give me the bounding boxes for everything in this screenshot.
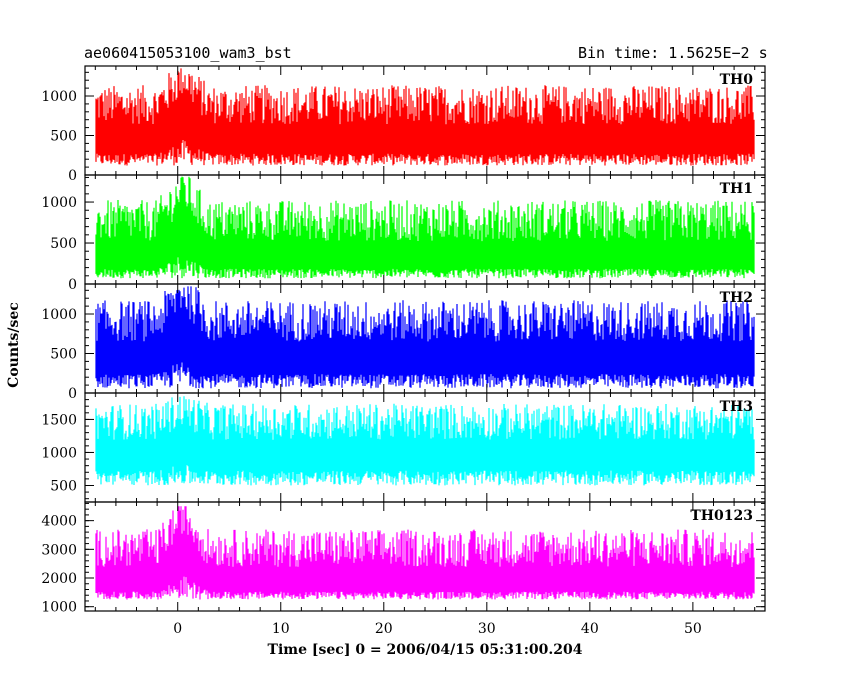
panel-th1: TH1 0 500 1000 [41, 174, 766, 293]
x-tick-label: 0 [173, 621, 182, 637]
panel-label: TH0123 [690, 508, 753, 524]
y-tick-label: 500 [50, 236, 77, 252]
panel-th0123: TH0123 1000 2000 3000 4000 [41, 501, 766, 616]
y-tick-label: 500 [50, 478, 77, 494]
chart-title-left: ae060415053100_wam3_bst [84, 44, 292, 62]
x-tick-label: 50 [684, 621, 702, 637]
panel-label: TH0 [720, 72, 754, 88]
y-tick-label: 2000 [41, 571, 77, 587]
panel-th2: TH2 0 500 1000 [41, 283, 766, 402]
x-tick-label: 10 [272, 621, 290, 637]
y-tick-label: 500 [50, 347, 77, 363]
y-tick-label: 0 [68, 386, 77, 402]
series-th3 [95, 396, 755, 486]
x-axis-label: Time [sec] 0 = 2006/04/15 05:31:00.204 [268, 642, 583, 658]
y-tick-label: 1000 [41, 195, 77, 211]
panel-th0: TH0 0 500 1000 [41, 65, 766, 184]
chart-title-right: Bin time: 1.5625E−2 s [578, 44, 768, 62]
y-tick-label: 1000 [41, 445, 77, 461]
y-tick-label: 1500 [41, 412, 77, 428]
x-tick-label: 40 [581, 621, 599, 637]
y-tick-label: 0 [68, 277, 77, 293]
y-tick-label: 0 [68, 168, 77, 184]
panel-label: TH2 [720, 290, 753, 306]
panel-label: TH3 [720, 399, 753, 415]
y-tick-label: 1000 [41, 89, 77, 105]
x-tick-label: 30 [478, 621, 496, 637]
series-th1 [95, 176, 755, 279]
series-th0 [95, 68, 755, 166]
series-th2 [95, 286, 755, 389]
panel-th3: TH3 500 1000 1500 [41, 392, 766, 503]
y-tick-label: 1000 [41, 307, 77, 323]
y-axis-label: Counts/sec [6, 302, 22, 388]
x-tick-label: 20 [375, 621, 393, 637]
y-tick-label: 500 [50, 129, 77, 145]
y-tick-label: 3000 [41, 542, 77, 558]
panel-label: TH1 [720, 181, 753, 197]
y-tick-label: 1000 [41, 600, 77, 616]
series-th0123 [95, 506, 755, 600]
y-tick-label: 4000 [41, 514, 77, 530]
